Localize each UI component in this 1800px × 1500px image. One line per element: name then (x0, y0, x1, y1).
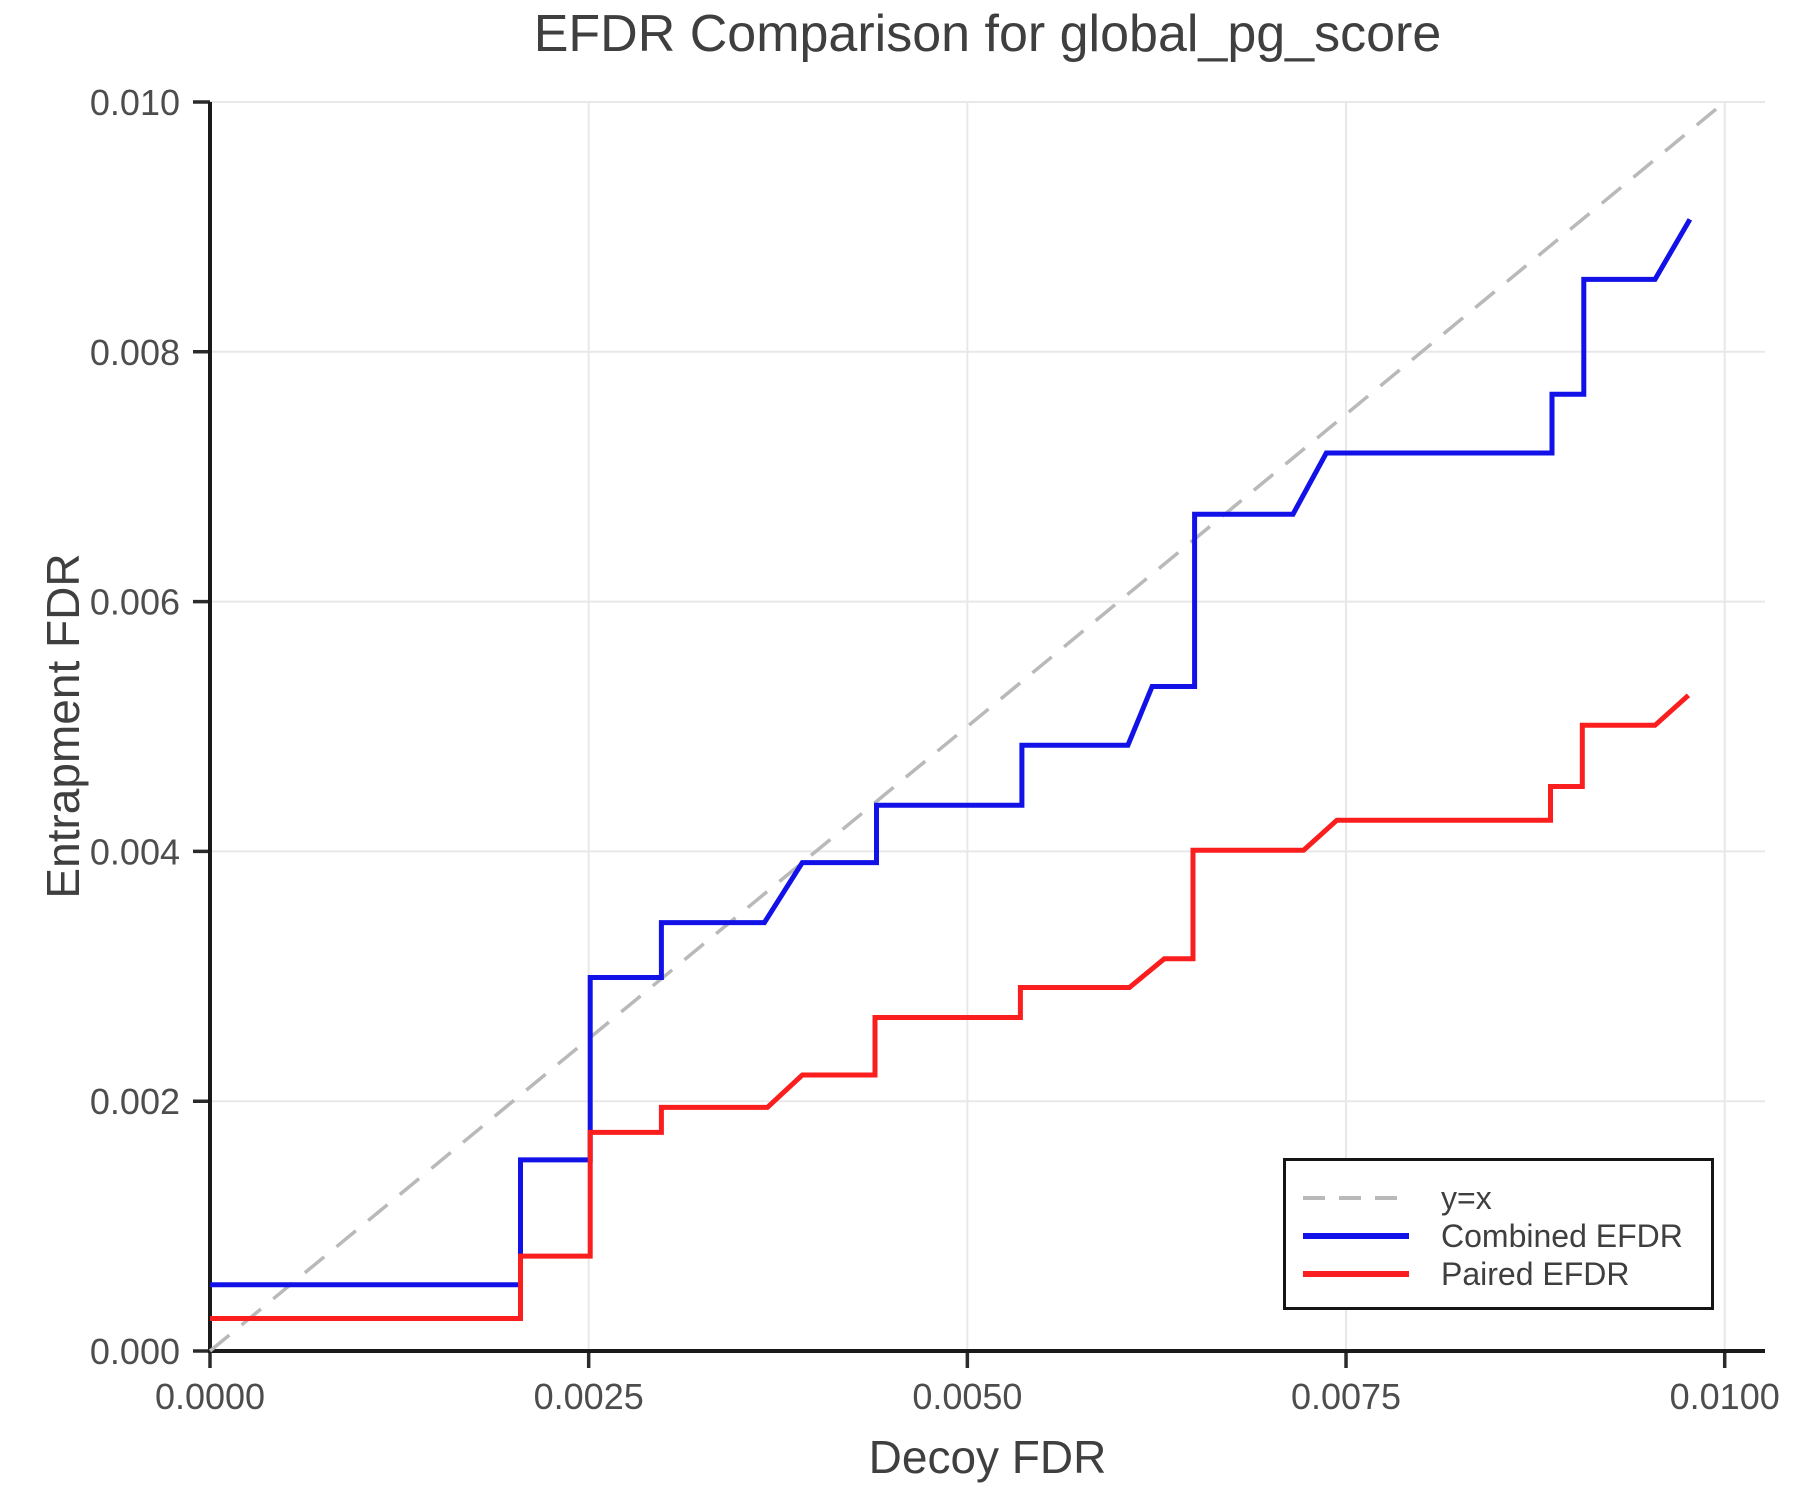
axes (208, 102, 1765, 1353)
y-tick-label: 0.010 (90, 82, 180, 123)
legend-label: Paired EFDR (1441, 1255, 1630, 1292)
legend-entry-yx: y=x (1286, 1179, 1711, 1217)
y-tick-label: 0.006 (90, 582, 180, 623)
y-tick-label: 0.000 (90, 1331, 180, 1372)
y-tick-label: 0.004 (90, 831, 180, 872)
tick-marks (193, 100, 1727, 1368)
y-tick-label: 0.008 (90, 332, 180, 373)
legend-label: Combined EFDR (1441, 1217, 1683, 1254)
x-tick-label: 0.0025 (534, 1376, 644, 1417)
legend: y=x Combined EFDR Paired EFDR (1283, 1158, 1714, 1310)
data-series (208, 100, 1726, 1353)
x-tick-labels: 0.0000 0.0025 0.0050 0.0075 0.0100 (155, 1376, 1780, 1417)
red-line-sample-icon (1303, 1271, 1409, 1277)
x-axis-title: Decoy FDR (868, 1431, 1107, 1483)
legend-entry-paired-efdr: Paired EFDR (1286, 1255, 1711, 1293)
x-tick-label: 0.0050 (912, 1376, 1022, 1417)
y-tick-labels: 0.000 0.002 0.004 0.006 0.008 0.010 (90, 82, 180, 1372)
gridlines (210, 101, 1765, 1351)
blue-line-sample-icon (1303, 1233, 1409, 1239)
legend-label: y=x (1441, 1179, 1492, 1216)
x-tick-label: 0.0075 (1291, 1376, 1401, 1417)
y-tick-label: 0.002 (90, 1081, 180, 1122)
dashed-line-sample-icon (1303, 1196, 1409, 1200)
x-tick-label: 0.0100 (1670, 1376, 1780, 1417)
x-tick-label: 0.0000 (155, 1376, 265, 1417)
y-axis-title: Entrapment FDR (37, 553, 89, 899)
paired-efdr-line (210, 693, 1691, 1321)
chart-title: EFDR Comparison for global_pg_score (533, 5, 1442, 63)
legend-entry-combined-efdr: Combined EFDR (1286, 1217, 1711, 1255)
combined-efdr-line (210, 218, 1693, 1288)
